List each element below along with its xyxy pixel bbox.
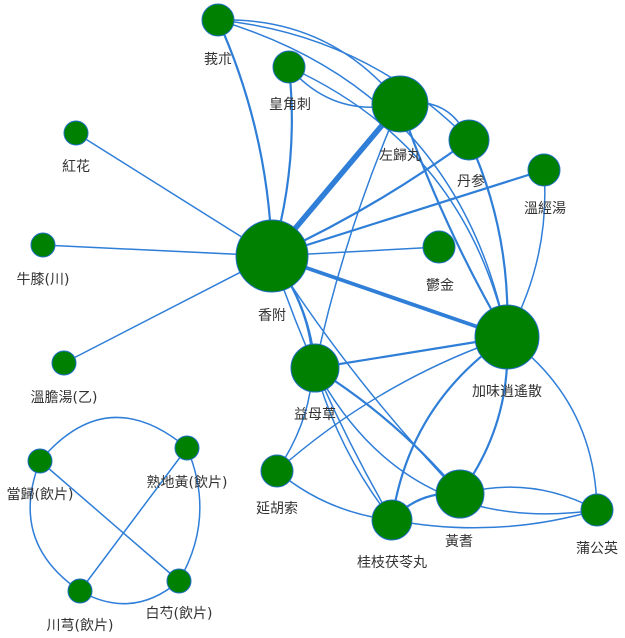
edge-gui-pu [391,509,598,529]
node-label-wen: 溫經湯 [524,200,566,217]
node-label-pu: 蒲公英 [576,540,618,557]
edge-zhu-dan [217,19,470,141]
node-yan[interactable] [260,454,294,488]
node-label-dang: 當歸(飲片) [7,486,74,503]
node-huang[interactable] [435,469,485,519]
edge-shu-chuan [79,447,188,592]
node-label-jia: 加味逍遙散 [472,384,542,400]
node-yi[interactable] [290,343,340,393]
node-label-yu: 鬱金 [426,278,454,294]
node-label-xiang: 香附 [258,308,286,324]
edge-zuo-jia [398,102,509,339]
node-gui[interactable] [371,499,413,541]
edge-dang-shu [39,416,188,462]
edge-xiang-gui [271,255,393,521]
node-niu[interactable] [30,232,56,258]
node-label-shu: 熟地黃(飲片) [147,475,228,491]
node-zao[interactable] [272,50,306,84]
node-dang[interactable] [27,448,53,474]
node-label-dan: 丹参 [457,173,485,190]
node-dan[interactable] [448,119,490,161]
edge-yi-pu [314,367,598,515]
node-label-hong: 紅花 [62,159,90,175]
node-zuo[interactable] [371,75,429,133]
edge-dang-bai [39,460,180,582]
node-wendan[interactable] [51,350,77,376]
edge-yi-gui [314,367,393,521]
node-wen[interactable] [527,153,561,187]
edge-shu-bai [178,447,201,582]
edge-jia-yan [276,336,508,472]
node-label-yi: 益母草 [294,407,336,423]
node-jia[interactable] [474,304,540,370]
node-bai[interactable] [166,568,192,594]
node-label-gui: 桂枝茯苓丸 [357,554,427,571]
edge-zuo-yi [314,103,401,369]
node-label-huang: 黃耆 [445,534,473,550]
node-label-zao: 皇角刺 [269,97,311,113]
node-label-niu: 牛膝(川) [17,272,70,288]
edge-zhu-jia [217,19,508,338]
edge-yi-huang [313,366,462,496]
node-xiang[interactable] [235,219,309,293]
node-shu[interactable] [174,435,200,461]
node-label-zuo: 左歸丸 [379,147,421,164]
node-label-zhu: 莪朮 [204,52,232,68]
node-label-bai: 白芍(飲片) [146,606,213,622]
edge-dang-chuan [29,460,81,592]
node-label-wendan: 溫膽湯(乙) [31,389,98,406]
node-chuan[interactable] [67,578,93,604]
node-hong[interactable] [63,120,89,146]
node-label-yan: 延胡索 [256,500,298,517]
node-pu[interactable] [580,493,614,527]
node-label-chuan: 川芎(飲片) [47,618,114,634]
edge-chuan-bai [79,580,180,605]
node-yu[interactable] [422,230,456,264]
node-zhu[interactable] [201,3,235,37]
node-layer [27,3,614,604]
edge-zao-jia [288,66,508,338]
